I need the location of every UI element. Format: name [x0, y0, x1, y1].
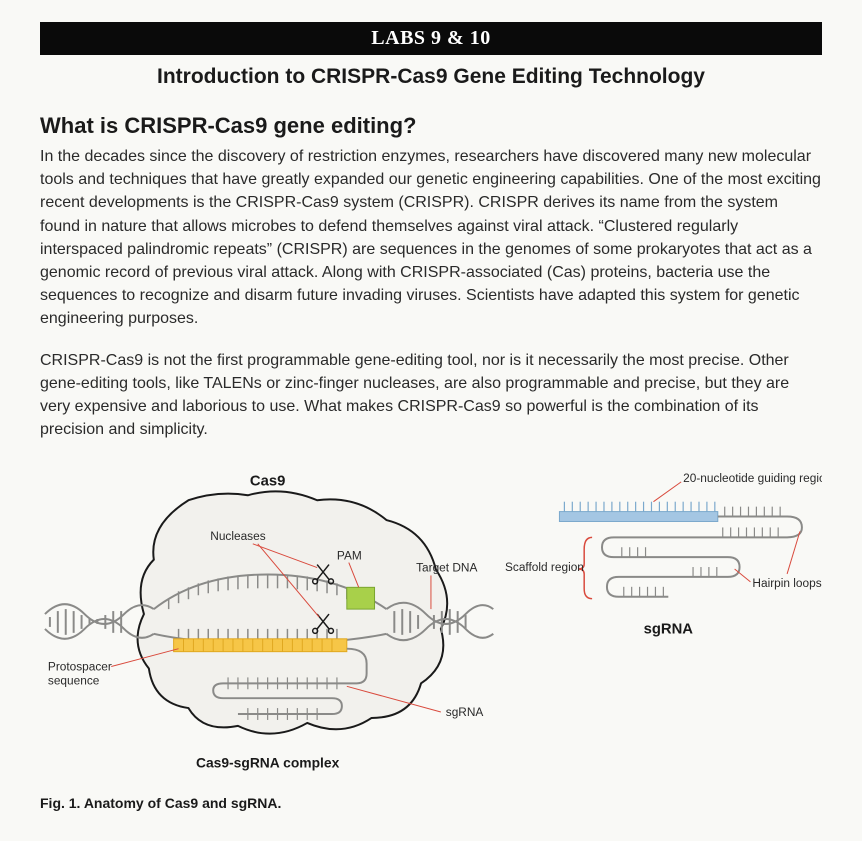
- figure-row: Cas9 Nucleases PAM Target DNA Protospace…: [40, 459, 822, 779]
- label-sgrna: sgRNA: [446, 705, 484, 719]
- right-caption: sgRNA: [644, 622, 694, 638]
- labs-banner: LABS 9 & 10: [40, 22, 822, 55]
- page-subtitle: Introduction to CRISPR-Cas9 Gene Editing…: [40, 65, 822, 89]
- paragraph-1: In the decades since the discovery of re…: [40, 145, 822, 331]
- left-caption: Cas9-sgRNA complex: [196, 755, 340, 771]
- label-guiding: 20-nucleotide guiding region: [683, 471, 822, 485]
- figure-caption: Fig. 1. Anatomy of Cas9 and sgRNA.: [40, 795, 822, 811]
- label-protospacer-2: sequence: [48, 674, 100, 688]
- label-pam: PAM: [337, 549, 362, 563]
- cas9-complex-diagram: Cas9 Nucleases PAM Target DNA Protospace…: [40, 459, 495, 779]
- label-scaffold: Scaffold region: [505, 560, 584, 574]
- label-protospacer-1: Protospacer: [48, 660, 112, 674]
- cas9-title: Cas9: [250, 474, 285, 490]
- section-title: What is CRISPR-Cas9 gene editing?: [40, 113, 822, 139]
- paragraph-2: CRISPR-Cas9 is not the first programmabl…: [40, 349, 822, 442]
- label-hairpin: Hairpin loops: [753, 576, 822, 590]
- sgrna-diagram: 20-nucleotide guiding region Scaffold re…: [505, 459, 822, 679]
- label-target-dna: Target DNA: [416, 561, 477, 575]
- label-nucleases: Nucleases: [210, 529, 265, 543]
